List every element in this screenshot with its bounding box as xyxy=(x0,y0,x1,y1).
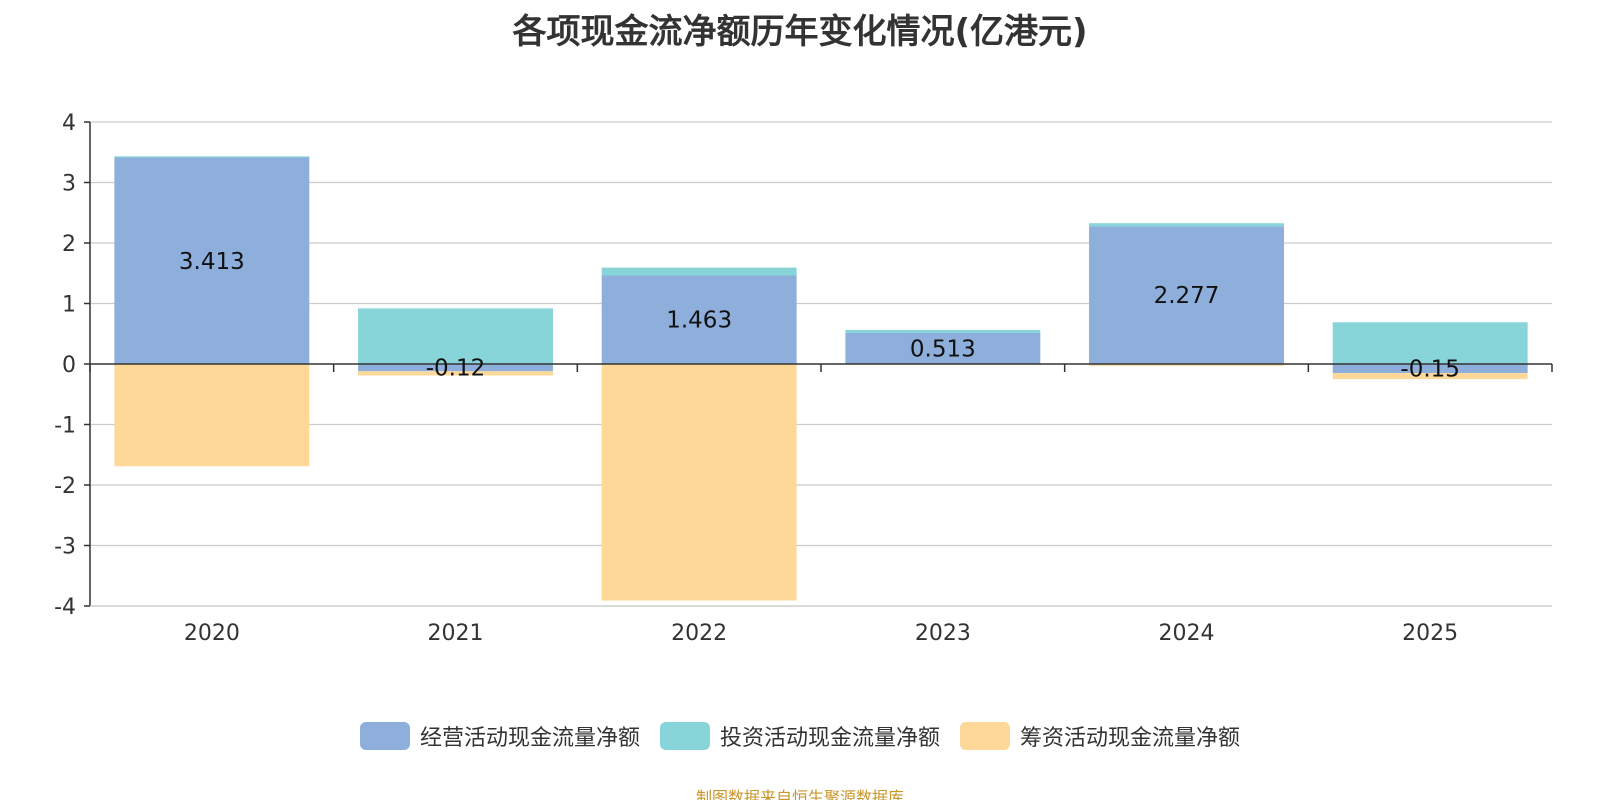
legend-item[interactable]: 筹资活动现金流量净额 xyxy=(960,720,1240,752)
bar-2024-series-1 xyxy=(1089,223,1284,227)
data-label: -0.12 xyxy=(426,356,486,382)
legend-label: 投资活动现金流量净额 xyxy=(719,726,940,751)
bar-2021-series-1 xyxy=(358,308,553,364)
y-tick-label: 4 xyxy=(62,111,76,136)
legend-label: 经营活动现金流量净额 xyxy=(419,726,640,751)
legend-swatch xyxy=(659,722,710,750)
bar-2023-series-1 xyxy=(845,329,1041,333)
bar-2024-series-2 xyxy=(1089,364,1284,366)
bar-2021-series-0 xyxy=(358,364,553,372)
bar-2020-series-1 xyxy=(114,156,310,158)
chart-canvas: 4 3 2 1 0 -1 -2 -3 -4 2020 2021 2022 2023 2024 2025 3.4… xyxy=(54,111,1553,646)
y-tick-label: -4 xyxy=(54,595,76,620)
bar-2023-series-0 xyxy=(845,332,1041,364)
x-tick-label: 2021 xyxy=(428,621,484,646)
legend-item[interactable]: 投资活动现金流量净额 xyxy=(659,720,940,752)
chart-title: 各项现金流净额历年变化情况(亿港元) xyxy=(512,12,1088,52)
legend-swatch xyxy=(960,722,1010,750)
legend-swatch xyxy=(359,722,410,750)
y-tick-label: 3 xyxy=(62,172,76,197)
legend-label: 筹资活动现金流量净额 xyxy=(1020,726,1241,751)
bar-2025-series-1 xyxy=(1332,322,1528,364)
y-tick-label: 0 xyxy=(62,353,76,378)
legend-item[interactable]: 经营活动现金流量净额 xyxy=(359,720,640,752)
data-source-note: 制图数据来自恒生聚源数据库 xyxy=(695,788,904,800)
bar-2025-series-2 xyxy=(1332,373,1528,380)
data-label: 2.277 xyxy=(1154,283,1220,309)
y-tick-label: -2 xyxy=(54,474,76,499)
data-label: 3.413 xyxy=(179,249,245,275)
y-tick-label: 1 xyxy=(62,293,76,318)
bar-2024-series-0 xyxy=(1089,226,1284,364)
y-tick-label: -3 xyxy=(54,535,76,560)
y-tick-label: 2 xyxy=(62,232,76,257)
chart-legend: 经营活动现金流量净额 投资活动现金流量净额 筹资活动现金流量净额 xyxy=(0,720,1600,752)
bar-2025-series-0 xyxy=(1332,364,1528,374)
bar-2022-series-1 xyxy=(601,267,797,276)
x-tick-label: 2022 xyxy=(671,621,727,646)
bar-2022-series-2 xyxy=(601,364,797,601)
data-label: 1.463 xyxy=(666,308,732,334)
y-tick-label: -1 xyxy=(54,414,76,439)
data-label: 0.513 xyxy=(910,336,976,362)
x-tick-label: 2020 xyxy=(184,621,240,646)
bar-2022-series-0 xyxy=(601,275,797,364)
x-tick-label: 2023 xyxy=(915,621,971,646)
bar-2020-series-2 xyxy=(114,364,310,467)
bar-2020-series-0 xyxy=(114,157,310,364)
data-label: -0.15 xyxy=(1400,357,1460,383)
x-tick-label: 2024 xyxy=(1159,621,1215,646)
x-tick-label: 2025 xyxy=(1402,621,1458,646)
bar-2021-series-2 xyxy=(358,371,553,376)
